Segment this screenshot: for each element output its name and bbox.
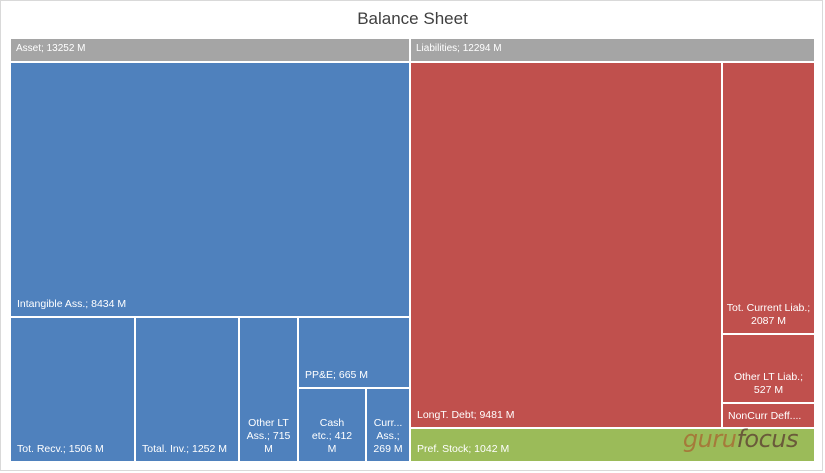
label-ppe: PP&E; 665 M	[305, 369, 369, 381]
header-liabilities: Liabilities; 12294 M	[411, 39, 814, 61]
tile-pref-stock: Pref. Stock; 1042 M gurufocus	[411, 425, 814, 461]
label-tot-recv: Tot. Recv.; 1506 M	[17, 443, 104, 455]
label-cash-etc: Cash etc.; 412 M	[311, 417, 353, 455]
gurufocus-logo: gurufocus	[682, 425, 799, 453]
logo-part-guru: guru	[682, 425, 737, 453]
header-asset: Asset; 13252 M	[11, 39, 409, 61]
tile-intangible-assets: Intangible Ass.; 8434 M	[11, 63, 409, 316]
tile-longt-debt: LongT. Debt; 9481 M	[411, 63, 721, 427]
logo-part-focus: focus	[736, 425, 798, 453]
label-noncurr-deff: NonCurr Deff....	[728, 410, 802, 422]
label-other-lt-ass: Other LT Ass.; 715 M	[246, 417, 291, 455]
tile-tot-recv: Tot. Recv.; 1506 M	[11, 318, 134, 461]
tile-noncurr-deff: NonCurr Deff....	[723, 404, 814, 427]
tile-curr-ass: Curr... Ass.; 269 M	[367, 389, 409, 461]
tile-other-lt-ass: Other LT Ass.; 715 M	[240, 318, 297, 461]
label-longt-debt: LongT. Debt; 9481 M	[417, 409, 515, 421]
label-total-inv: Total. Inv.; 1252 M	[142, 443, 228, 455]
tile-total-inv: Total. Inv.; 1252 M	[136, 318, 238, 461]
label-curr-ass: Curr... Ass.; 269 M	[373, 417, 403, 455]
tile-cash-etc: Cash etc.; 412 M	[299, 389, 365, 461]
label-other-lt-liab: Other LT Liab.; 527 M	[733, 371, 804, 396]
label-tot-current-liab: Tot. Current Liab.; 2087 M	[726, 302, 811, 327]
tile-other-lt-liab: Other LT Liab.; 527 M	[723, 335, 814, 402]
label-pref-stock: Pref. Stock; 1042 M	[417, 443, 510, 455]
chart-title: Balance Sheet	[357, 9, 468, 28]
tile-ppe: PP&E; 665 M	[299, 318, 409, 387]
label-intangible-assets: Intangible Ass.; 8434 M	[17, 298, 127, 310]
tile-tot-current-liab: Tot. Current Liab.; 2087 M	[723, 63, 814, 333]
